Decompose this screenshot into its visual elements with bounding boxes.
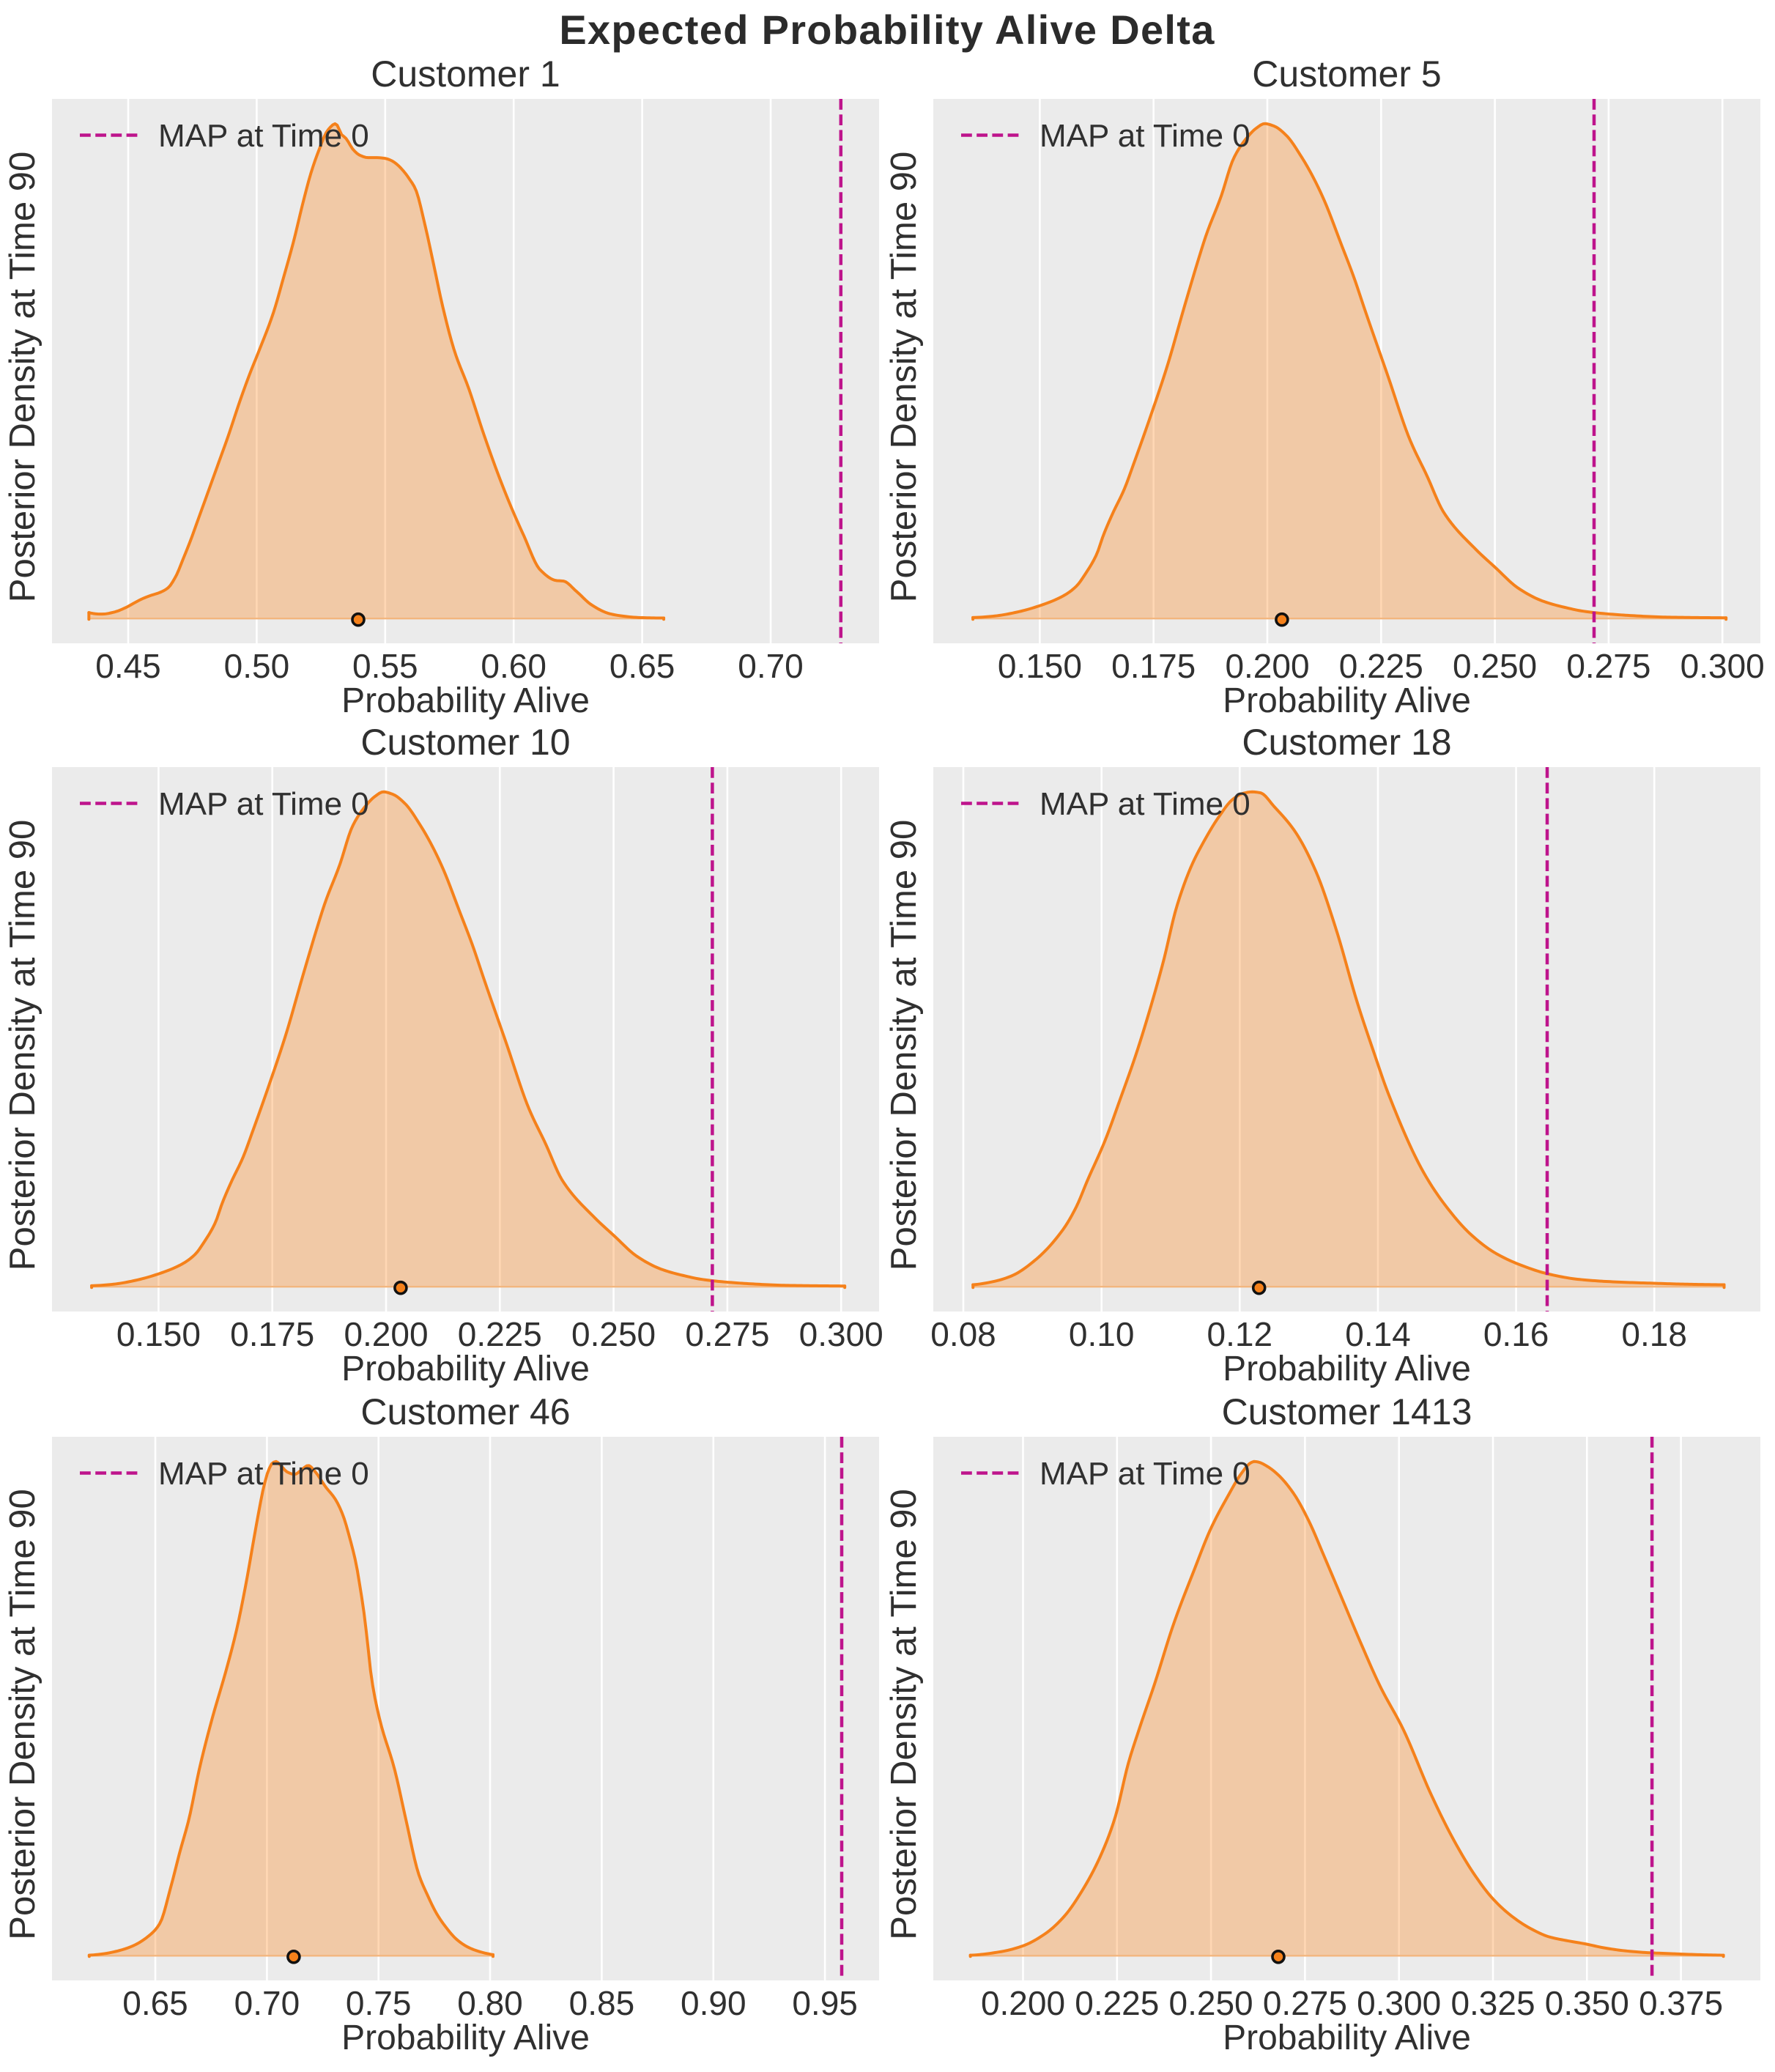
svg-text:0.275: 0.275 xyxy=(1263,1984,1347,2022)
svg-text:0.275: 0.275 xyxy=(685,1315,769,1353)
svg-text:MAP at Time 0: MAP at Time 0 xyxy=(1040,786,1250,822)
svg-text:0.150: 0.150 xyxy=(998,647,1082,685)
svg-text:0.350: 0.350 xyxy=(1545,1984,1629,2022)
svg-text:0.150: 0.150 xyxy=(116,1315,201,1353)
svg-text:MAP at Time 0: MAP at Time 0 xyxy=(158,786,369,822)
svg-text:0.16: 0.16 xyxy=(1483,1315,1549,1353)
svg-text:0.250: 0.250 xyxy=(1453,647,1537,685)
svg-text:MAP at Time 0: MAP at Time 0 xyxy=(1040,118,1250,154)
svg-text:Probability Alive: Probability Alive xyxy=(1223,681,1471,720)
svg-text:Posterior Density at Time 90: Posterior Density at Time 90 xyxy=(3,820,42,1270)
svg-text:0.225: 0.225 xyxy=(1339,647,1423,685)
svg-text:0.85: 0.85 xyxy=(569,1984,635,2022)
svg-text:0.90: 0.90 xyxy=(681,1984,746,2022)
svg-text:0.375: 0.375 xyxy=(1639,1984,1723,2022)
svg-text:Posterior Density at Time 90: Posterior Density at Time 90 xyxy=(3,1489,42,1939)
svg-text:0.12: 0.12 xyxy=(1207,1315,1273,1353)
svg-text:Posterior Density at Time 90: Posterior Density at Time 90 xyxy=(3,152,42,602)
svg-text:MAP at Time 0: MAP at Time 0 xyxy=(1040,1456,1250,1492)
svg-text:0.80: 0.80 xyxy=(457,1984,523,2022)
svg-text:0.175: 0.175 xyxy=(230,1315,314,1353)
svg-text:Probability Alive: Probability Alive xyxy=(1223,1350,1471,1388)
svg-text:0.300: 0.300 xyxy=(1680,647,1765,685)
svg-text:Probability Alive: Probability Alive xyxy=(341,1350,590,1388)
svg-text:0.300: 0.300 xyxy=(1357,1984,1441,2022)
svg-text:0.200: 0.200 xyxy=(1225,647,1309,685)
svg-text:Customer 5: Customer 5 xyxy=(1252,53,1441,95)
svg-text:0.200: 0.200 xyxy=(981,1984,1065,2022)
svg-text:0.45: 0.45 xyxy=(95,647,161,685)
svg-text:0.55: 0.55 xyxy=(352,647,418,685)
svg-text:0.250: 0.250 xyxy=(1169,1984,1253,2022)
svg-text:0.175: 0.175 xyxy=(1111,647,1196,685)
svg-text:0.60: 0.60 xyxy=(481,647,546,685)
svg-text:0.65: 0.65 xyxy=(122,1984,188,2022)
svg-text:0.10: 0.10 xyxy=(1069,1315,1135,1353)
svg-text:Probability Alive: Probability Alive xyxy=(341,2019,590,2057)
svg-text:0.95: 0.95 xyxy=(792,1984,858,2022)
svg-text:Customer 10: Customer 10 xyxy=(360,722,570,763)
svg-text:Customer 18: Customer 18 xyxy=(1242,722,1451,763)
svg-text:0.70: 0.70 xyxy=(234,1984,300,2022)
svg-text:Posterior Density at Time 90: Posterior Density at Time 90 xyxy=(884,1489,924,1939)
svg-text:0.50: 0.50 xyxy=(224,647,290,685)
svg-text:MAP at Time 0: MAP at Time 0 xyxy=(158,118,369,154)
svg-text:Posterior Density at Time 90: Posterior Density at Time 90 xyxy=(884,820,924,1270)
svg-text:0.325: 0.325 xyxy=(1450,1984,1535,2022)
svg-text:Probability Alive: Probability Alive xyxy=(341,681,590,720)
svg-text:0.225: 0.225 xyxy=(458,1315,542,1353)
svg-text:Customer 1413: Customer 1413 xyxy=(1222,1391,1472,1432)
svg-text:MAP at Time 0: MAP at Time 0 xyxy=(158,1456,369,1492)
svg-text:0.75: 0.75 xyxy=(346,1984,412,2022)
svg-text:0.300: 0.300 xyxy=(799,1315,883,1353)
svg-text:0.70: 0.70 xyxy=(738,647,804,685)
svg-text:0.08: 0.08 xyxy=(930,1315,996,1353)
svg-text:0.18: 0.18 xyxy=(1621,1315,1687,1353)
svg-text:0.250: 0.250 xyxy=(571,1315,656,1353)
svg-text:0.200: 0.200 xyxy=(344,1315,428,1353)
svg-text:0.225: 0.225 xyxy=(1075,1984,1159,2022)
svg-text:Customer 46: Customer 46 xyxy=(360,1391,570,1432)
svg-text:Probability Alive: Probability Alive xyxy=(1223,2019,1471,2057)
svg-text:Customer 1: Customer 1 xyxy=(371,53,560,95)
svg-text:Posterior Density at Time 90: Posterior Density at Time 90 xyxy=(884,152,924,602)
svg-text:0.65: 0.65 xyxy=(609,647,675,685)
svg-text:0.275: 0.275 xyxy=(1566,647,1650,685)
svg-text:Expected Probability Alive Del: Expected Probability Alive Delta xyxy=(559,7,1215,53)
svg-text:0.14: 0.14 xyxy=(1345,1315,1411,1353)
